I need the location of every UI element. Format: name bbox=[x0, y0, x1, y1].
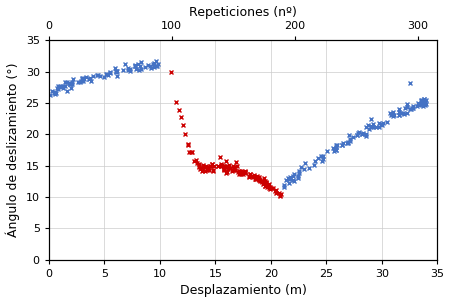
X-axis label: Repeticiones (nº): Repeticiones (nº) bbox=[189, 5, 297, 18]
X-axis label: Desplazamiento (m): Desplazamiento (m) bbox=[180, 285, 306, 298]
Y-axis label: Ángulo de deslizamiento (°): Ángulo de deslizamiento (°) bbox=[5, 63, 20, 237]
